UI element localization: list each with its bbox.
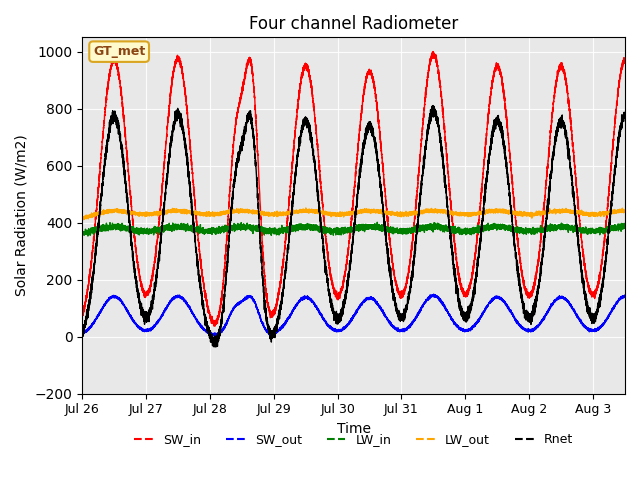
- LW_out: [132, 212, 140, 218]
- SW_out: [211, 334, 219, 339]
- LW_out: [429, 207, 437, 213]
- Line: Rnet: Rnet: [82, 106, 625, 347]
- SW_in: [211, 323, 218, 329]
- Y-axis label: Solar Radiation (W/m2): Solar Radiation (W/m2): [15, 134, 29, 296]
- Rnet: [532, 294, 540, 300]
- SW_out: [429, 291, 437, 297]
- Line: SW_in: SW_in: [82, 51, 625, 326]
- LW_in: [157, 227, 165, 232]
- Rnet: [524, 318, 532, 324]
- SW_in: [429, 48, 437, 54]
- SW_out: [132, 320, 140, 325]
- SW_out: [532, 325, 540, 331]
- SW_out: [524, 328, 532, 334]
- Rnet: [429, 114, 437, 120]
- LW_out: [78, 216, 86, 221]
- LW_in: [84, 233, 92, 239]
- LW_in: [429, 225, 437, 230]
- Rnet: [429, 103, 437, 108]
- Rnet: [132, 275, 140, 281]
- X-axis label: Time: Time: [337, 422, 371, 436]
- LW_out: [202, 212, 210, 218]
- SW_in: [429, 53, 437, 59]
- LW_out: [532, 212, 540, 217]
- SW_in: [532, 271, 540, 277]
- SW_out: [202, 329, 210, 335]
- LW_in: [132, 227, 140, 233]
- LW_in: [373, 219, 381, 225]
- SW_in: [78, 312, 86, 318]
- LW_out: [157, 209, 165, 215]
- Rnet: [78, 329, 86, 335]
- SW_out: [621, 293, 629, 299]
- SW_in: [132, 242, 140, 248]
- LW_in: [621, 224, 629, 230]
- LW_out: [524, 210, 532, 216]
- LW_in: [532, 226, 540, 232]
- Title: Four channel Radiometer: Four channel Radiometer: [249, 15, 458, 33]
- LW_out: [79, 217, 86, 223]
- LW_in: [78, 231, 86, 237]
- LW_out: [621, 207, 629, 213]
- SW_in: [202, 294, 210, 300]
- Text: GT_met: GT_met: [93, 45, 145, 58]
- SW_in: [621, 56, 629, 61]
- Legend: SW_in, SW_out, LW_in, LW_out, Rnet: SW_in, SW_out, LW_in, LW_out, Rnet: [129, 429, 578, 452]
- SW_in: [524, 294, 532, 300]
- Rnet: [212, 344, 220, 350]
- SW_out: [429, 293, 437, 299]
- Line: LW_in: LW_in: [82, 222, 625, 236]
- Rnet: [621, 113, 629, 119]
- LW_in: [524, 228, 532, 233]
- Rnet: [157, 232, 165, 238]
- SW_out: [78, 329, 86, 335]
- SW_out: [157, 314, 165, 320]
- SW_in: [157, 197, 165, 203]
- Line: LW_out: LW_out: [82, 208, 625, 220]
- LW_out: [302, 205, 310, 211]
- LW_in: [202, 227, 210, 233]
- Rnet: [202, 314, 210, 320]
- Line: SW_out: SW_out: [82, 294, 625, 336]
